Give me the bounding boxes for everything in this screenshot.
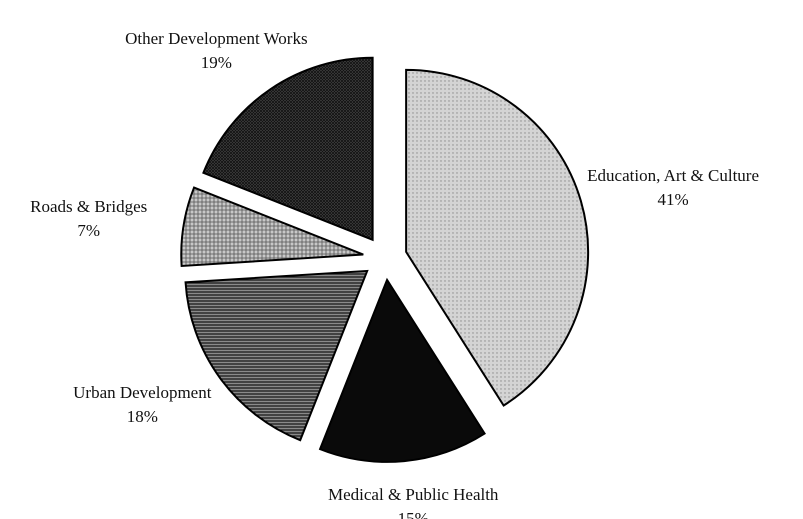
- slice-texture: [318, 277, 486, 463]
- slice-texture: [202, 56, 374, 242]
- slice-label: Roads & Bridges: [30, 197, 147, 216]
- slice-value-label: 15%: [398, 509, 429, 519]
- slice-value-label: 7%: [77, 221, 100, 240]
- slice-label: Urban Development: [73, 383, 212, 402]
- slice-texture: [405, 68, 590, 407]
- slice-label: Other Development Works: [125, 29, 307, 48]
- slice-texture: [180, 186, 364, 268]
- slice-texture: [184, 269, 369, 442]
- slice-value-label: 18%: [127, 407, 158, 426]
- slice-value-label: 41%: [658, 190, 689, 209]
- slice-value-label: 19%: [201, 53, 232, 72]
- slice-label: Education, Art & Culture: [587, 166, 759, 185]
- slice-label: Medical & Public Health: [328, 485, 499, 504]
